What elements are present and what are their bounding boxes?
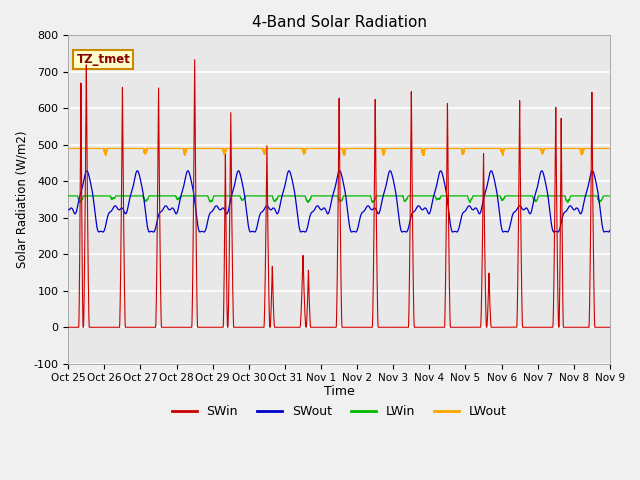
SWout (65, 207, 72, 213)
Y-axis label: Solar Radiation (W/m2): Solar Radiation (W/m2) (15, 131, 28, 268)
SWout (321, 205, 328, 211)
SWin (191, 57, 198, 62)
SWout (248, 228, 256, 234)
LWout (65, 145, 72, 151)
Legend: SWin, SWout, LWin, LWout: SWin, SWout, LWin, LWout (166, 400, 511, 423)
Text: TZ_tmet: TZ_tmet (76, 53, 131, 66)
SWout (577, 211, 584, 216)
SWin (321, 324, 328, 330)
LWout (476, 145, 483, 151)
SWout (476, 211, 483, 216)
SWin (584, 324, 591, 330)
LWin (460, 193, 468, 199)
LWout (460, 145, 468, 151)
SWout (584, 187, 591, 192)
LWin (584, 193, 591, 199)
SWout (461, 209, 468, 215)
LWin (606, 193, 614, 199)
Line: LWin: LWin (68, 196, 610, 203)
SWout (606, 227, 614, 233)
LWin (466, 200, 474, 205)
LWin (476, 193, 483, 199)
LWout (606, 145, 614, 151)
LWout (102, 153, 109, 158)
LWout (321, 145, 328, 151)
SWout (134, 168, 141, 174)
LWin (65, 193, 72, 199)
Line: SWout: SWout (68, 171, 610, 232)
SWout (301, 229, 309, 235)
X-axis label: Time: Time (324, 385, 355, 398)
LWout (248, 145, 256, 151)
Line: SWin: SWin (68, 60, 610, 327)
SWin (65, 324, 72, 330)
Line: LWout: LWout (68, 148, 610, 156)
LWin (321, 193, 328, 199)
LWin (248, 193, 256, 199)
SWin (460, 324, 468, 330)
LWin (577, 193, 584, 199)
SWin (606, 324, 614, 330)
LWout (584, 145, 591, 151)
SWin (248, 324, 256, 330)
Title: 4-Band Solar Radiation: 4-Band Solar Radiation (252, 15, 427, 30)
SWin (577, 324, 584, 330)
SWin (476, 324, 483, 330)
LWout (577, 146, 584, 152)
